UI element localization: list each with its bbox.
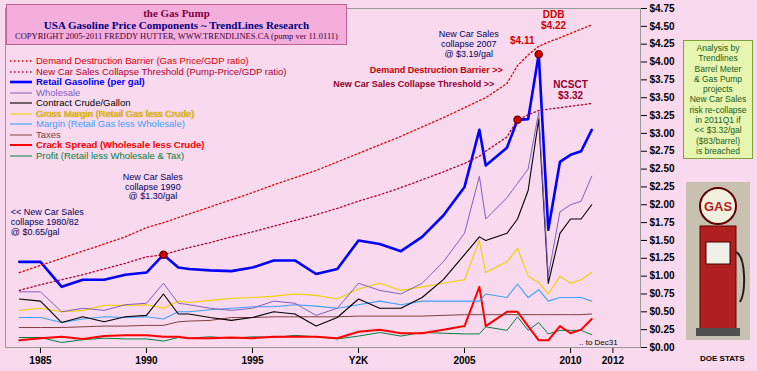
svg-text:$2.50: $2.50 — [650, 163, 675, 174]
svg-text:New Car Salescollapse 2007@ $3: New Car Salescollapse 2007@ $3.19/gal — [439, 29, 500, 59]
svg-text:$4.75: $4.75 — [650, 3, 675, 14]
svg-text:New Car Salescollapse 1990@ $1: New Car Salescollapse 1990@ $1.30/gal — [123, 172, 184, 202]
svg-text:$1.50: $1.50 — [650, 235, 675, 246]
svg-text:$3.50: $3.50 — [650, 92, 675, 103]
svg-text:GAS: GAS — [704, 199, 733, 214]
html-text:Margin (Retail Gas less Wholes: Margin (Retail Gas less Wholesale) — [36, 118, 185, 129]
svg-text:$4.25: $4.25 — [650, 38, 675, 49]
svg-text:$4.11: $4.11 — [510, 35, 535, 46]
svg-text:1995: 1995 — [241, 355, 264, 366]
svg-text:$1.75: $1.75 — [650, 217, 675, 228]
html-text:Demand Destruction Barrier (Ga: Demand Destruction Barrier (Gas Price/GD… — [36, 55, 249, 66]
svg-text:$1.25: $1.25 — [650, 252, 675, 263]
html-text:Taxes: Taxes — [36, 128, 61, 140]
svg-text:$1.00: $1.00 — [650, 270, 675, 281]
html-text:Crack Spread (Wholesale less C: Crack Spread (Wholesale less Crude) — [36, 139, 205, 150]
svg-text:1990: 1990 — [135, 355, 158, 366]
html-text:DOE STATS: DOE STATS — [700, 354, 745, 363]
html-text:Retail Gasoline (per gal): Retail Gasoline (per gal) — [36, 76, 145, 87]
svg-text:Demand Destruction Barrier >>: Demand Destruction Barrier >> — [370, 65, 503, 75]
svg-text:Y2K: Y2K — [349, 355, 369, 366]
svg-text:$0.50: $0.50 — [650, 306, 675, 317]
svg-text:$2.00: $2.00 — [650, 199, 675, 210]
html-text:Analysis by Trendlines Barrel: Analysis by Trendlines Barrel Meter & Ga… — [689, 43, 747, 156]
svg-text:.. to Dec31: .. to Dec31 — [579, 338, 618, 347]
svg-text:$4.50: $4.50 — [650, 21, 675, 32]
svg-text:$3.25: $3.25 — [650, 110, 675, 121]
html-text:COPYRIGHT 2005-2011 FREDDY HUT: COPYRIGHT 2005-2011 FREDDY HUTTER, WWW.T… — [15, 31, 338, 41]
svg-text:$2.75: $2.75 — [650, 145, 675, 156]
html-text:Profit (Retail less Wholesale: Profit (Retail less Wholesale & Tax) — [36, 149, 185, 161]
svg-text:2012: 2012 — [602, 355, 625, 366]
svg-text:New Car Sales Collapse Thresho: New Car Sales Collapse Threshold >> — [333, 79, 494, 89]
svg-text:<< New Car Salescollapse 1980/: << New Car Salescollapse 1980/82@ $0.65/… — [11, 207, 85, 237]
svg-text:$3.75: $3.75 — [650, 74, 675, 85]
svg-text:1985: 1985 — [29, 355, 52, 366]
html-text:Wholesale: Wholesale — [36, 86, 81, 98]
svg-text:DDB$4.22: DDB$4.22 — [541, 9, 566, 31]
svg-text:$3.00: $3.00 — [650, 128, 675, 139]
svg-text:$2.25: $2.25 — [650, 181, 675, 192]
svg-text:NCSCT$3.32: NCSCT$3.32 — [553, 79, 587, 101]
html-text:New Car Sales Collapse Thresho: New Car Sales Collapse Threshold (Pump-P… — [36, 65, 287, 77]
svg-text:2005: 2005 — [453, 355, 476, 366]
svg-text:$0.25: $0.25 — [650, 324, 675, 335]
html-text:Contract Crude/Gallon: Contract Crude/Gallon — [36, 97, 131, 108]
html-text:USA Gasoline Price Components: USA Gasoline Price Components ~ TrendLin… — [43, 19, 310, 31]
svg-text:$0.00: $0.00 — [650, 342, 675, 353]
svg-text:$4.00: $4.00 — [650, 56, 675, 67]
svg-text:$0.75: $0.75 — [650, 288, 675, 299]
html-text:Gross Margin (Retail Gas less: Gross Margin (Retail Gas less Crude) — [36, 107, 195, 119]
html-text:the Gas Pump: the Gas Pump — [143, 7, 210, 19]
svg-text:2010: 2010 — [559, 355, 582, 366]
